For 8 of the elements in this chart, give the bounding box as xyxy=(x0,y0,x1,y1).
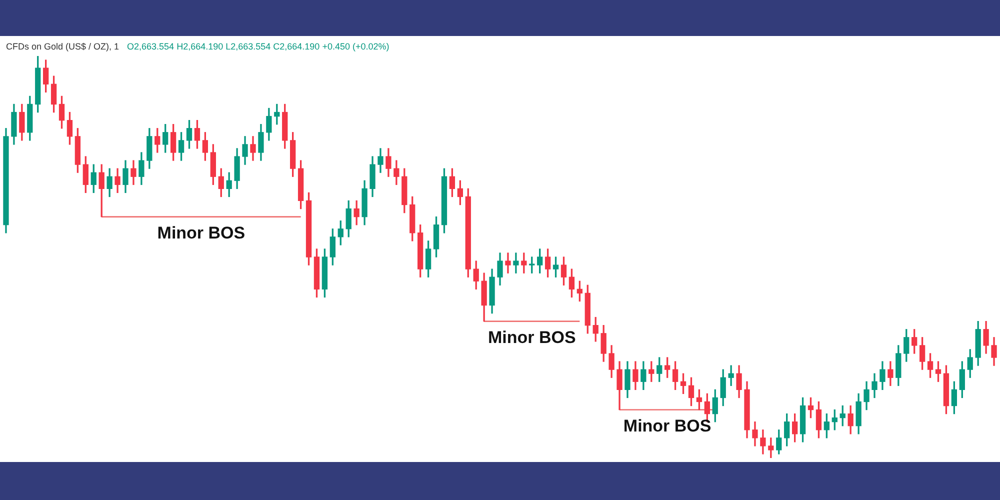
candlestick xyxy=(513,252,519,274)
annotation: Minor BOS xyxy=(623,416,712,436)
annotation: Minor BOS xyxy=(488,328,576,348)
candlestick xyxy=(728,365,734,386)
chart-title: CFDs on Gold (US$ / OZ), 1 xyxy=(6,41,120,52)
candlestick xyxy=(505,252,511,274)
annotation: Minor BOS xyxy=(157,223,246,242)
chart-subtitle: O2,663.554 H2,664.190 L2,663.554 C2,664.190 +0.450 (+0.02%) xyxy=(127,41,390,52)
